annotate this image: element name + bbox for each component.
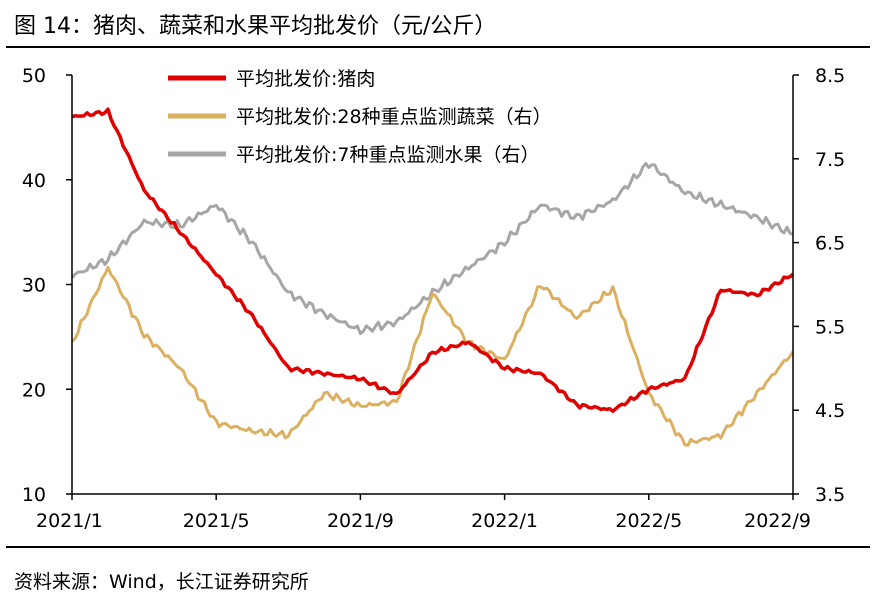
series-line-2 [70,162,794,336]
series-line-0 [71,107,795,413]
source-note: 资料来源：Wind，长江证券研究所 [14,571,309,593]
top-rule [6,46,870,48]
y-right-tick-label: 4.5 [815,400,845,422]
x-tick-label: 2022/1 [471,510,538,532]
legend-label-1: 平均批发价:28种重点监测蔬菜（右） [236,106,552,128]
y-left-tick-label: 10 [22,484,46,506]
x-tick-label: 2021/9 [327,510,394,532]
y-left-tick-label: 20 [22,379,46,401]
y-right-tick-label: 7.5 [815,149,845,171]
legend-label-2: 平均批发价:7种重点监测水果（右） [236,144,540,166]
y-left-tick-label: 50 [22,65,46,87]
x-tick-label: 2021/1 [36,510,103,532]
bottom-rule [6,546,870,548]
y-left-tick-label: 30 [22,275,46,297]
x-tick-label: 2022/5 [615,510,682,532]
y-right-tick-label: 6.5 [815,233,845,255]
y-left-tick-label: 40 [22,170,46,192]
series-line-1 [71,265,795,447]
y-right-tick-label: 8.5 [815,65,845,87]
x-tick-label: 2021/5 [183,510,250,532]
legend-label-0: 平均批发价:猪肉 [236,68,375,90]
page-title: 图 14：猪肉、蔬菜和水果平均批发价（元/公斤） [14,14,497,39]
y-right-tick-label: 5.5 [815,316,845,338]
x-tick-label: 2022/9 [744,510,811,532]
y-right-tick-label: 3.5 [815,484,845,506]
